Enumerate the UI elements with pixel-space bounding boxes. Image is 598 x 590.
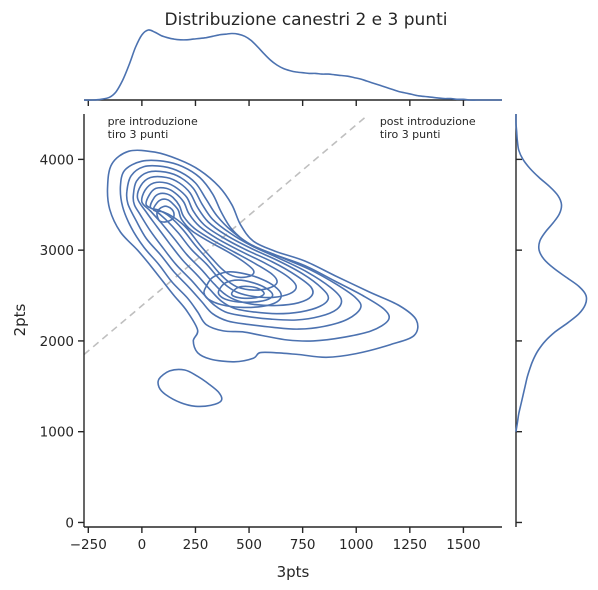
- y-tick-label: 2000: [40, 334, 74, 350]
- annotation-2: post introduzione tiro 3 punti: [380, 115, 476, 141]
- contour-level-3: [125, 164, 362, 330]
- x-tick-label: 1000: [339, 537, 373, 553]
- x-axis: −250 0 250 500 750 1000 1250 1500: [70, 526, 502, 553]
- x-tick-label: −250: [70, 537, 107, 553]
- annotation-line: post introduzione: [380, 115, 476, 128]
- y-tick-label: 3000: [40, 243, 74, 259]
- x-tick-label: 500: [236, 537, 262, 553]
- contour-level-8: [149, 192, 278, 291]
- x-tick-label: 750: [290, 537, 316, 553]
- y-tick-label: 1000: [40, 425, 74, 441]
- chart-title: Distribuzione canestri 2 e 3 punti: [165, 10, 448, 30]
- contour-level-5: [136, 175, 330, 315]
- marginal-x-density: [83, 29, 502, 106]
- x-tick-label: 0: [138, 537, 147, 553]
- contour-level-1: [106, 149, 419, 363]
- y-axis-title: 2pts: [11, 303, 29, 336]
- marginal-y-density: [515, 113, 588, 527]
- contour-level-12: [217, 279, 274, 303]
- marginal-y-curve: [515, 113, 588, 432]
- y-tick-label: 0: [65, 515, 74, 531]
- contour-level-11: [203, 270, 283, 309]
- contour-level-4: [132, 170, 343, 321]
- contour-level-6: [140, 181, 314, 307]
- annotation-line: tiro 3 punti: [380, 128, 441, 141]
- x-tick-label: 1250: [393, 537, 427, 553]
- marginal-x-curve: [83, 29, 502, 101]
- contour-level-9: [152, 198, 255, 279]
- y-tick-label: 4000: [40, 152, 74, 168]
- contour-level-14: [157, 368, 223, 408]
- contour-level-13: [230, 285, 265, 300]
- contour-level-2: [119, 159, 391, 342]
- annotation-line: pre introduzione: [108, 115, 198, 128]
- x-axis-title: 3pts: [277, 563, 310, 581]
- x-tick-label: 250: [183, 537, 209, 553]
- contour-level-10: [156, 205, 175, 223]
- annotation-line: tiro 3 punti: [108, 128, 169, 141]
- kde-contours: [106, 149, 419, 408]
- annotation-1: pre introduzione tiro 3 punti: [108, 115, 198, 141]
- x-tick-label: 1500: [446, 537, 480, 553]
- contour-level-7: [145, 186, 298, 299]
- y-axis: 0 1000 2000 3000 4000: [40, 114, 85, 531]
